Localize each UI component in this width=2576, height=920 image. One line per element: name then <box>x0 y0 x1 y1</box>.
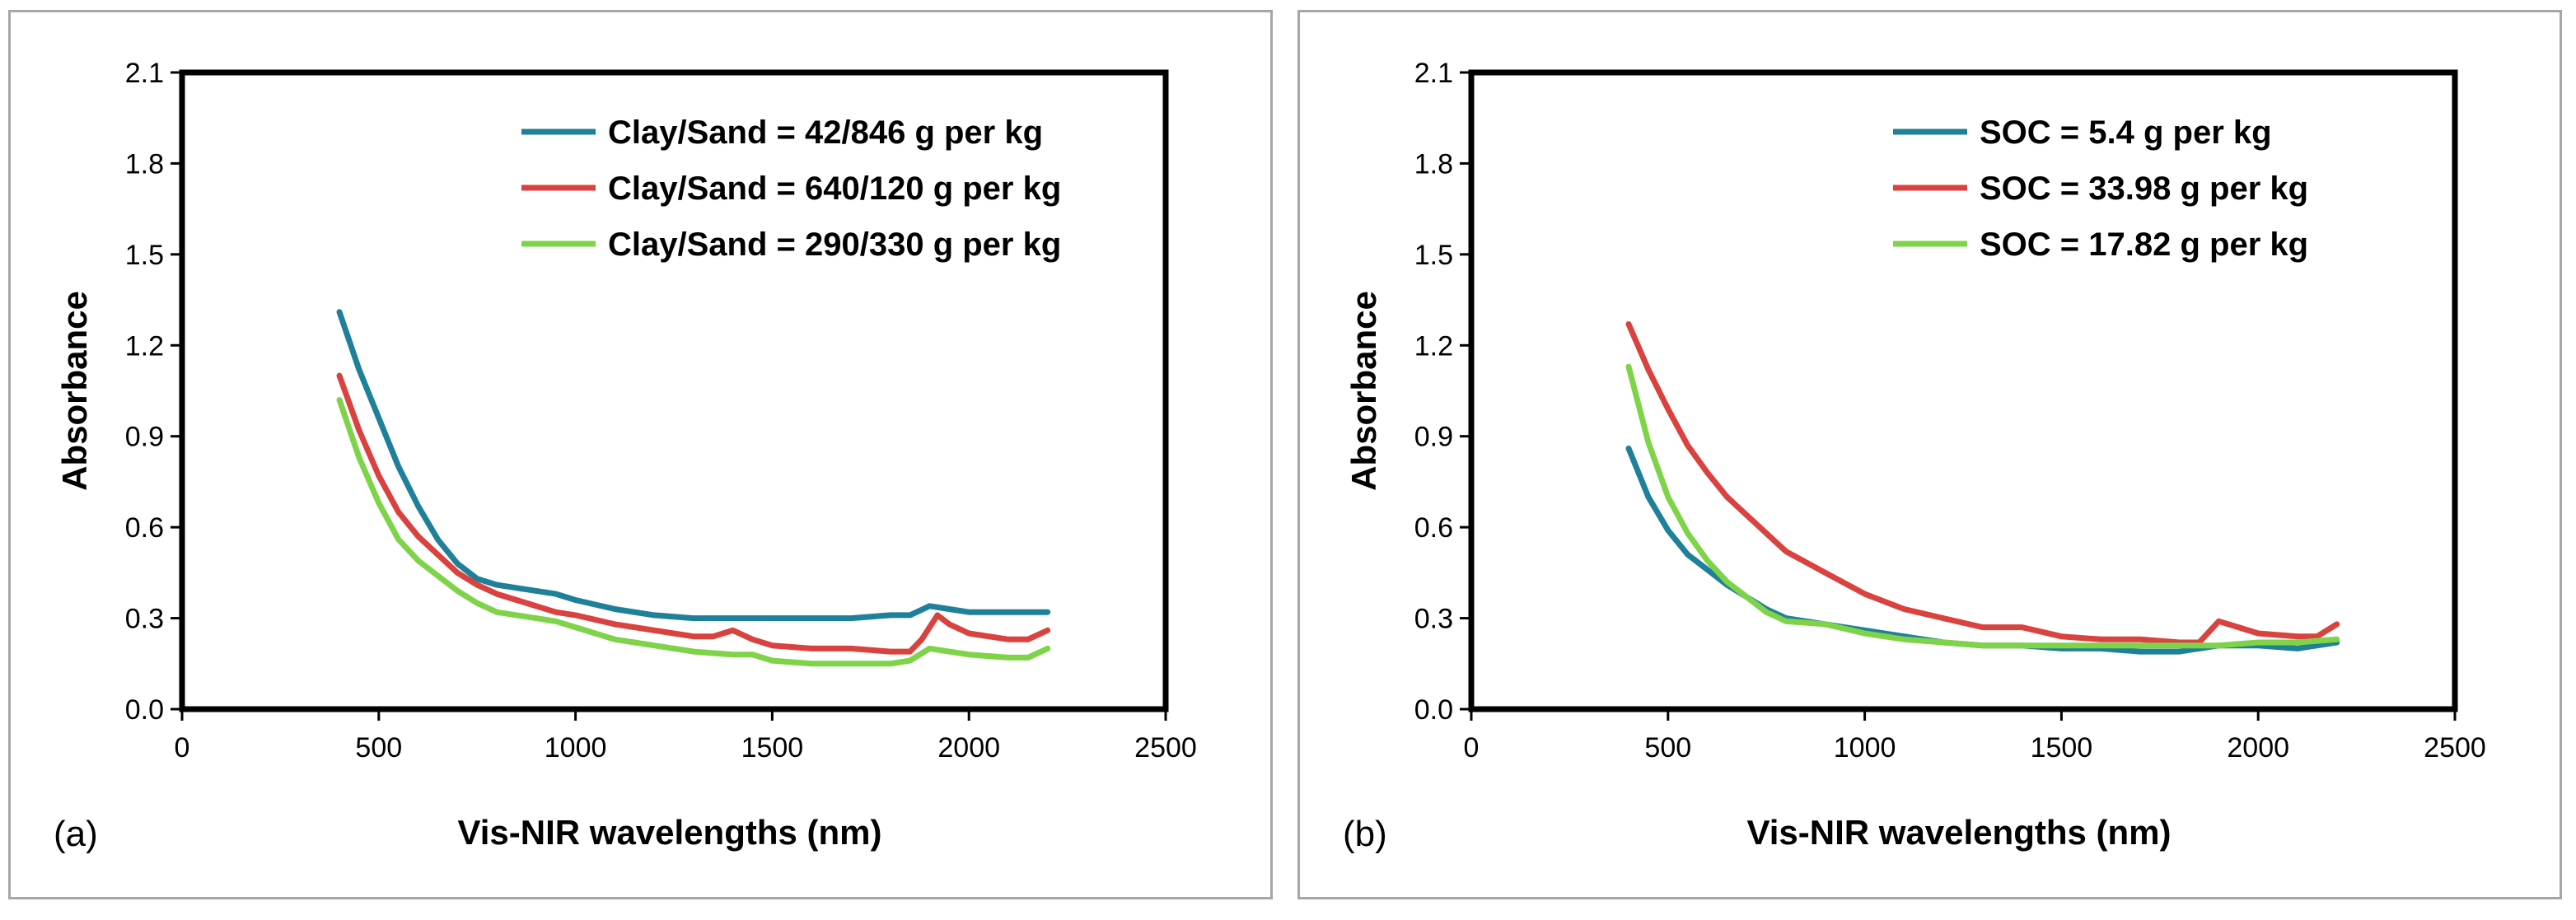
legend-label: Clay/Sand = 640/120 g per kg <box>608 170 1061 207</box>
y-tick-label: 2.1 <box>1414 58 1453 89</box>
series-line-3 <box>336 397 1051 667</box>
y-tick-label: 0.9 <box>1414 422 1453 453</box>
legend-label: Clay/Sand = 42/846 g per kg <box>608 114 1043 151</box>
y-axis-title: Absorbance <box>1344 291 1383 491</box>
y-tick-label: 0.3 <box>125 604 164 635</box>
legend-label: SOC = 17.82 g per kg <box>1980 226 2308 263</box>
y-tick-label: 0.0 <box>125 694 164 726</box>
legend-label: SOC = 33.98 g per kg <box>1980 170 2308 207</box>
y-tick-label: 0.6 <box>125 512 164 544</box>
y-axis-title: Absorbance <box>55 291 94 491</box>
chart-panel-a: 0.0 0.3 0.6 0.9 1.2 1.5 1.8 2.1 0 500 1000 1500 2000… <box>8 10 1273 899</box>
plot-area <box>1468 69 2458 712</box>
y-tick-label: 1.2 <box>1414 330 1453 362</box>
series-line-2 <box>1625 321 2340 646</box>
series-line-1 <box>1625 445 2340 655</box>
chart-panel-b: 0.0 0.3 0.6 0.9 1.2 1.5 1.8 2.1 0 500 1000 1500 2000… <box>1297 10 2562 899</box>
y-tick-label: 1.8 <box>125 148 164 180</box>
x-tick-label: 500 <box>1644 732 1691 764</box>
legend-label: Clay/Sand = 290/330 g per kg <box>608 226 1061 263</box>
series-line-3 <box>1625 363 2340 649</box>
chart-b-svg: 0.0 0.3 0.6 0.9 1.2 1.5 1.8 2.1 0 500 1000 1500 2000… <box>1343 58 2486 854</box>
x-tick-label: 1000 <box>545 732 607 764</box>
x-tick-label: 2000 <box>937 732 1000 764</box>
x-tick-label: 1500 <box>741 732 804 764</box>
y-tick-label: 1.5 <box>1414 240 1453 271</box>
y-tick-label: 0.0 <box>1414 694 1453 726</box>
y-tick-label: 2.1 <box>125 58 164 89</box>
series-line-2 <box>336 372 1051 655</box>
x-tick-label: 500 <box>355 732 402 764</box>
x-tick-label: 0 <box>175 732 190 764</box>
x-tick-label: 2500 <box>2424 732 2486 764</box>
series-line-1 <box>336 309 1051 622</box>
y-tick-label: 0.6 <box>1414 512 1453 544</box>
chart-a-svg: 0.0 0.3 0.6 0.9 1.2 1.5 1.8 2.1 0 500 1000 1500 2000… <box>54 58 1197 854</box>
y-tick-label: 0.9 <box>125 422 164 453</box>
y-tick-label: 1.5 <box>125 240 164 271</box>
panel-label: (b) <box>1343 814 1387 854</box>
y-tick-label: 1.2 <box>125 330 164 362</box>
x-tick-label: 2000 <box>2227 732 2289 764</box>
x-tick-label: 1500 <box>2031 732 2093 764</box>
x-axis-title: Vis-NIR wavelengths (nm) <box>1747 813 2172 852</box>
y-tick-label: 1.8 <box>1414 148 1453 180</box>
panel-label: (a) <box>54 814 98 854</box>
x-tick-label: 1000 <box>1834 732 1896 764</box>
x-tick-label: 0 <box>1464 732 1480 764</box>
y-tick-label: 0.3 <box>1414 604 1453 635</box>
x-tick-label: 2500 <box>1134 732 1197 764</box>
x-axis-title: Vis-NIR wavelengths (nm) <box>458 813 882 852</box>
legend-label: SOC = 5.4 g per kg <box>1980 114 2272 151</box>
